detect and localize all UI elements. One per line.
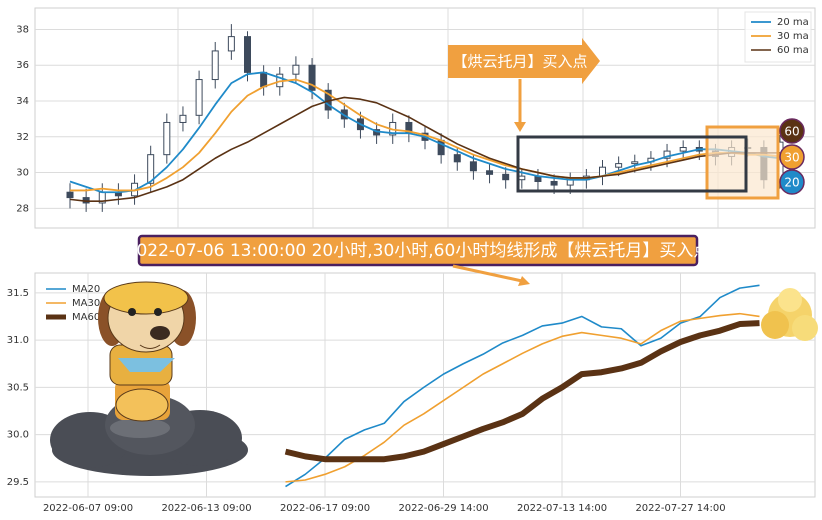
- candle-body: [663, 150, 671, 159]
- banner: [137, 234, 699, 267]
- y-tick-label: 30.0: [7, 430, 29, 441]
- candle-body: [211, 50, 219, 81]
- highlight-box: [705, 125, 780, 200]
- candle-body: [469, 161, 477, 172]
- candle-body: [453, 154, 461, 163]
- ma-badge-label: 30: [784, 151, 799, 165]
- buy-label: 【烘云托月】买入点: [452, 53, 587, 71]
- popcorn-decoration: [761, 288, 818, 341]
- candle-body: [195, 79, 203, 116]
- candle-body: [308, 64, 316, 91]
- candle-body: [147, 154, 155, 184]
- ma-badge: [779, 144, 805, 170]
- banner-arrowhead: [518, 276, 530, 286]
- candle-body: [615, 163, 623, 168]
- y-tick-label: 30: [16, 168, 29, 179]
- candle-body: [518, 175, 526, 181]
- x-tick-label: 2022-06-29 14:00: [398, 503, 488, 514]
- candle-body: [244, 36, 251, 73]
- x-tick-label: 2022-06-07 09:00: [43, 503, 133, 514]
- ma-line: [285, 284, 760, 488]
- top-panel: 28 30 32 34 36 38 20 ma 30 ma 60 ma: [16, 7, 816, 229]
- legend-label: MA60: [72, 312, 100, 323]
- y-tick-label: 32: [16, 132, 29, 143]
- legend-box: [744, 11, 812, 63]
- label-arrow: [448, 38, 600, 84]
- candle-body: [292, 64, 300, 75]
- y-tick-label: 28: [16, 203, 29, 214]
- y-tick-label: 31.0: [7, 335, 29, 346]
- down-arrowhead: [514, 122, 526, 132]
- x-tick-label: 2022-06-13 09:00: [161, 503, 251, 514]
- annotations: 【烘云托月】买入点 2022-07-06 13:00:00 20小时,30小时,…: [50, 38, 818, 476]
- ma-line: [285, 312, 760, 483]
- signal-box: [516, 135, 748, 193]
- ma-badge-label: 60: [784, 125, 799, 139]
- ma-line: [70, 78, 781, 192]
- candle-body: [227, 36, 235, 52]
- y-tick-label: 29.5: [7, 477, 29, 488]
- ma-line: [284, 320, 760, 463]
- x-tick-label: 2022-06-17 09:00: [280, 503, 370, 514]
- y-tick-label: 30.5: [7, 382, 29, 393]
- banner-arrow: [452, 264, 523, 283]
- legend-label: 60 ma: [777, 45, 809, 56]
- candle-body: [260, 71, 268, 88]
- ma-line: [69, 71, 781, 194]
- y-tick-label: 38: [16, 24, 29, 35]
- candle-body: [66, 191, 74, 199]
- candle-body: [163, 121, 171, 156]
- legend-label: 20 ma: [777, 17, 809, 28]
- banner-text: 2022-07-06 13:00:00 20小时,30小时,60小时均线形成【烘…: [126, 241, 711, 261]
- x-tick-label: 2022-07-27 14:00: [635, 503, 725, 514]
- x-tick-label: 2022-07-13 14:00: [517, 503, 607, 514]
- plot-area: [34, 7, 816, 229]
- ma-badge: [779, 118, 805, 144]
- y-tick-label: 34: [16, 96, 29, 107]
- legend-label: 30 ma: [777, 31, 809, 42]
- ma-line: [69, 96, 780, 202]
- candle-body: [679, 147, 687, 152]
- ma-badge-label: 20: [784, 176, 799, 190]
- candle-body: [486, 170, 494, 175]
- dog-decoration: [98, 281, 196, 422]
- legend-label: MA30: [72, 298, 100, 309]
- candle-body: [502, 173, 510, 181]
- candle-body: [631, 161, 639, 165]
- y-tick-label: 36: [16, 60, 29, 71]
- y-tick-label: 31.5: [7, 288, 29, 299]
- candle-body: [179, 114, 187, 123]
- ma-badge: [779, 169, 805, 195]
- legend-label: MA20: [72, 284, 100, 295]
- candle-body: [550, 180, 558, 186]
